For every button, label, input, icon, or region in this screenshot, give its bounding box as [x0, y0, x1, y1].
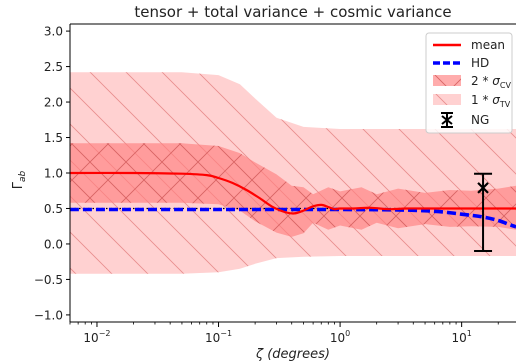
- y-ticks: −1.0 −0.5 0.0 0.5 1.0 1.5 2.0 2.5 3.0: [34, 25, 70, 322]
- legend-label-mean: mean: [471, 38, 505, 52]
- legend-label-tv-sigma: σ: [492, 93, 500, 107]
- band-hatch-cv: [70, 143, 516, 237]
- x-axis-label-text: ζ (degrees): [255, 347, 330, 362]
- legend-label-cv: 2 * σCV: [471, 74, 511, 90]
- legend-label-cv-base: 2 *: [471, 74, 492, 88]
- legend-label-cv-sigma: σ: [492, 74, 500, 88]
- series-line-hd: [70, 207, 516, 229]
- y-tick-label: 2.0: [44, 96, 63, 110]
- errorbar-group: [474, 172, 493, 253]
- legend-swatch-cv-hatch: [433, 75, 461, 86]
- chart-title: tensor + total variance + cosmic varianc…: [134, 3, 451, 21]
- x-tick-exponent: 1: [467, 329, 472, 338]
- y-axis-label: Γab: [11, 170, 28, 189]
- y-tick-label: 0.5: [44, 202, 63, 216]
- y-axis-label-symbol: Γ: [11, 181, 26, 189]
- x-tick-base: 10: [83, 331, 98, 345]
- legend-label-hd: HD: [471, 56, 489, 70]
- x-tick-label: 10−1: [205, 329, 232, 345]
- y-tick-label: 0.0: [44, 237, 63, 251]
- x-tick-base: 10: [330, 331, 345, 345]
- y-tick-label: 2.5: [44, 60, 63, 74]
- legend-swatch-ng: [441, 112, 453, 128]
- legend-swatch-tv-hatch: [433, 94, 461, 105]
- legend-label-ng: NG: [471, 113, 489, 127]
- legend-label-tv-sub: TV: [499, 100, 511, 109]
- x-tick-base: 10: [451, 331, 466, 345]
- errorbar-marker: [477, 182, 489, 194]
- x-tick-label: 101: [451, 329, 471, 345]
- legend-label-cv-sub: CV: [500, 81, 512, 90]
- x-tick-base: 10: [205, 331, 220, 345]
- x-tick-label: 10−2: [83, 329, 110, 345]
- y-tick-label: 3.0: [44, 25, 63, 39]
- legend-frame: [425, 32, 513, 134]
- y-tick-label: −1.0: [34, 308, 63, 322]
- legend: mean HD 2 * σCV 1 * σTV NG: [425, 32, 513, 134]
- y-tick-label: 1.5: [44, 131, 63, 145]
- y-axis-label-subscript: ab: [18, 170, 28, 182]
- chart-lines: [70, 171, 516, 229]
- confidence-bands: [70, 72, 516, 274]
- y-tick-label: −0.5: [34, 273, 63, 287]
- legend-label-tv: 1 * σTV: [471, 93, 511, 109]
- x-axis-label: ζ (degrees): [255, 347, 330, 362]
- x-tick-exponent: −2: [99, 329, 111, 338]
- x-tick-exponent: 0: [345, 329, 350, 338]
- series-line-mean: [70, 171, 516, 215]
- x-tick-exponent: −1: [220, 329, 232, 338]
- x-ticks: 10−2 10−1 100 101: [69, 322, 499, 345]
- x-tick-label: 100: [330, 329, 350, 345]
- y-tick-label: 1.0: [44, 167, 63, 181]
- legend-label-tv-base: 1 *: [471, 93, 492, 107]
